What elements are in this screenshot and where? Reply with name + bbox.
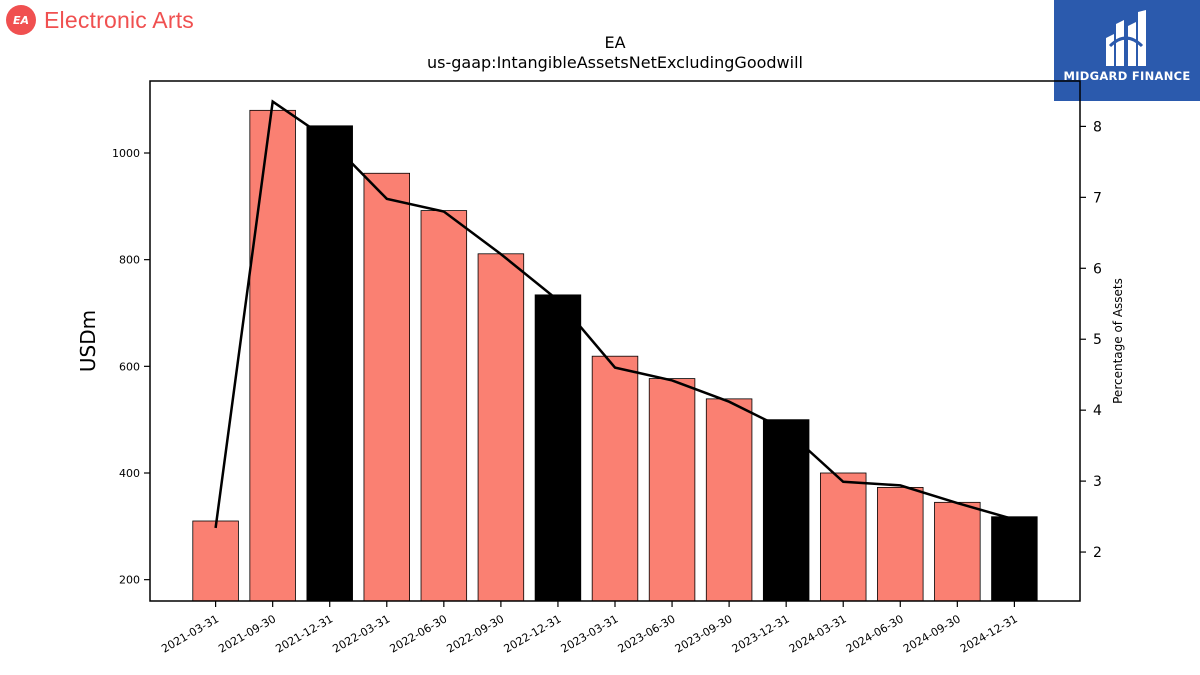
x-tick-label: 2021-03-31 (159, 612, 221, 655)
bar-2022-06-30 (420, 210, 468, 602)
y2-tick-label: 5 (1093, 332, 1102, 348)
midgard-logo-icon (1106, 10, 1146, 66)
x-tick-label: 2024-03-31 (787, 612, 849, 655)
y2-tick-label: 7 (1093, 190, 1102, 206)
y2-axis-label: Percentage of Assets (1111, 278, 1125, 404)
y2-tick-label: 2 (1093, 545, 1102, 561)
bar-2023-03-31 (591, 355, 639, 602)
x-tick-label: 2022-12-31 (502, 612, 564, 655)
brand-name: Electronic Arts (44, 6, 194, 33)
x-tick-label: 2021-12-31 (273, 612, 335, 655)
bar-2024-12-31 (991, 516, 1038, 602)
badge-text: MIDGARD FINANCE (1063, 69, 1191, 83)
bar-2021-12-31 (306, 125, 353, 602)
bar-2023-12-31 (762, 419, 810, 602)
chart-subtitle: us-gaap:IntangibleAssetsNetExcludingGood… (427, 53, 803, 72)
y-axis-left: 200 400 600 800 1000 (112, 147, 150, 587)
bar-2021-03-31 (192, 520, 239, 602)
y-axis-label: USDm (76, 310, 100, 372)
x-tick-label: 2024-09-30 (901, 612, 963, 655)
bar-2023-09-30 (705, 398, 753, 602)
x-tick-label: 2022-09-30 (445, 612, 507, 655)
x-tick-label: 2023-09-30 (673, 612, 735, 655)
bar-2022-03-31 (363, 172, 411, 602)
x-tick-label: 2022-03-31 (330, 612, 392, 655)
y-tick-label: 800 (119, 254, 140, 267)
ea-logo-icon: EA (6, 5, 36, 35)
x-tick-label: 2022-06-30 (387, 612, 449, 655)
bar-2024-03-31 (819, 472, 867, 602)
y-axis-right: 2 3 4 5 6 7 8 (1080, 119, 1102, 561)
y2-tick-label: 6 (1093, 261, 1102, 277)
midgard-finance-badge: MIDGARD FINANCE (1054, 0, 1200, 101)
bar-2022-12-31 (534, 294, 582, 602)
bar-2024-09-30 (934, 501, 981, 602)
x-tick-label: 2024-06-30 (844, 612, 906, 655)
bar-2023-06-30 (648, 378, 696, 602)
bar-2022-09-30 (477, 253, 525, 602)
bars-group (192, 109, 1038, 602)
x-tick-label: 2023-12-31 (730, 612, 792, 655)
y2-tick-label: 3 (1093, 474, 1102, 490)
bar-2021-09-30 (249, 109, 296, 602)
x-tick-label: 2024-12-31 (958, 612, 1020, 655)
y2-tick-label: 8 (1093, 119, 1102, 135)
x-tick-label: 2021-09-30 (216, 612, 278, 655)
x-tick-label: 2023-06-30 (616, 612, 678, 655)
y-tick-label: 1000 (112, 147, 140, 160)
bar-2024-06-30 (877, 486, 924, 602)
percentage-line (214, 99, 1015, 529)
brand: EA Electronic Arts (6, 5, 194, 35)
y2-tick-label: 4 (1093, 403, 1102, 419)
y-tick-label: 200 (119, 574, 140, 587)
x-tick-label: 2023-03-31 (559, 612, 621, 655)
chart-title: EA (604, 33, 625, 52)
y-tick-label: 400 (119, 467, 140, 480)
y-tick-label: 600 (119, 360, 140, 373)
x-axis: 2021-03-312021-09-302021-12-312022-03-31… (159, 601, 1020, 656)
